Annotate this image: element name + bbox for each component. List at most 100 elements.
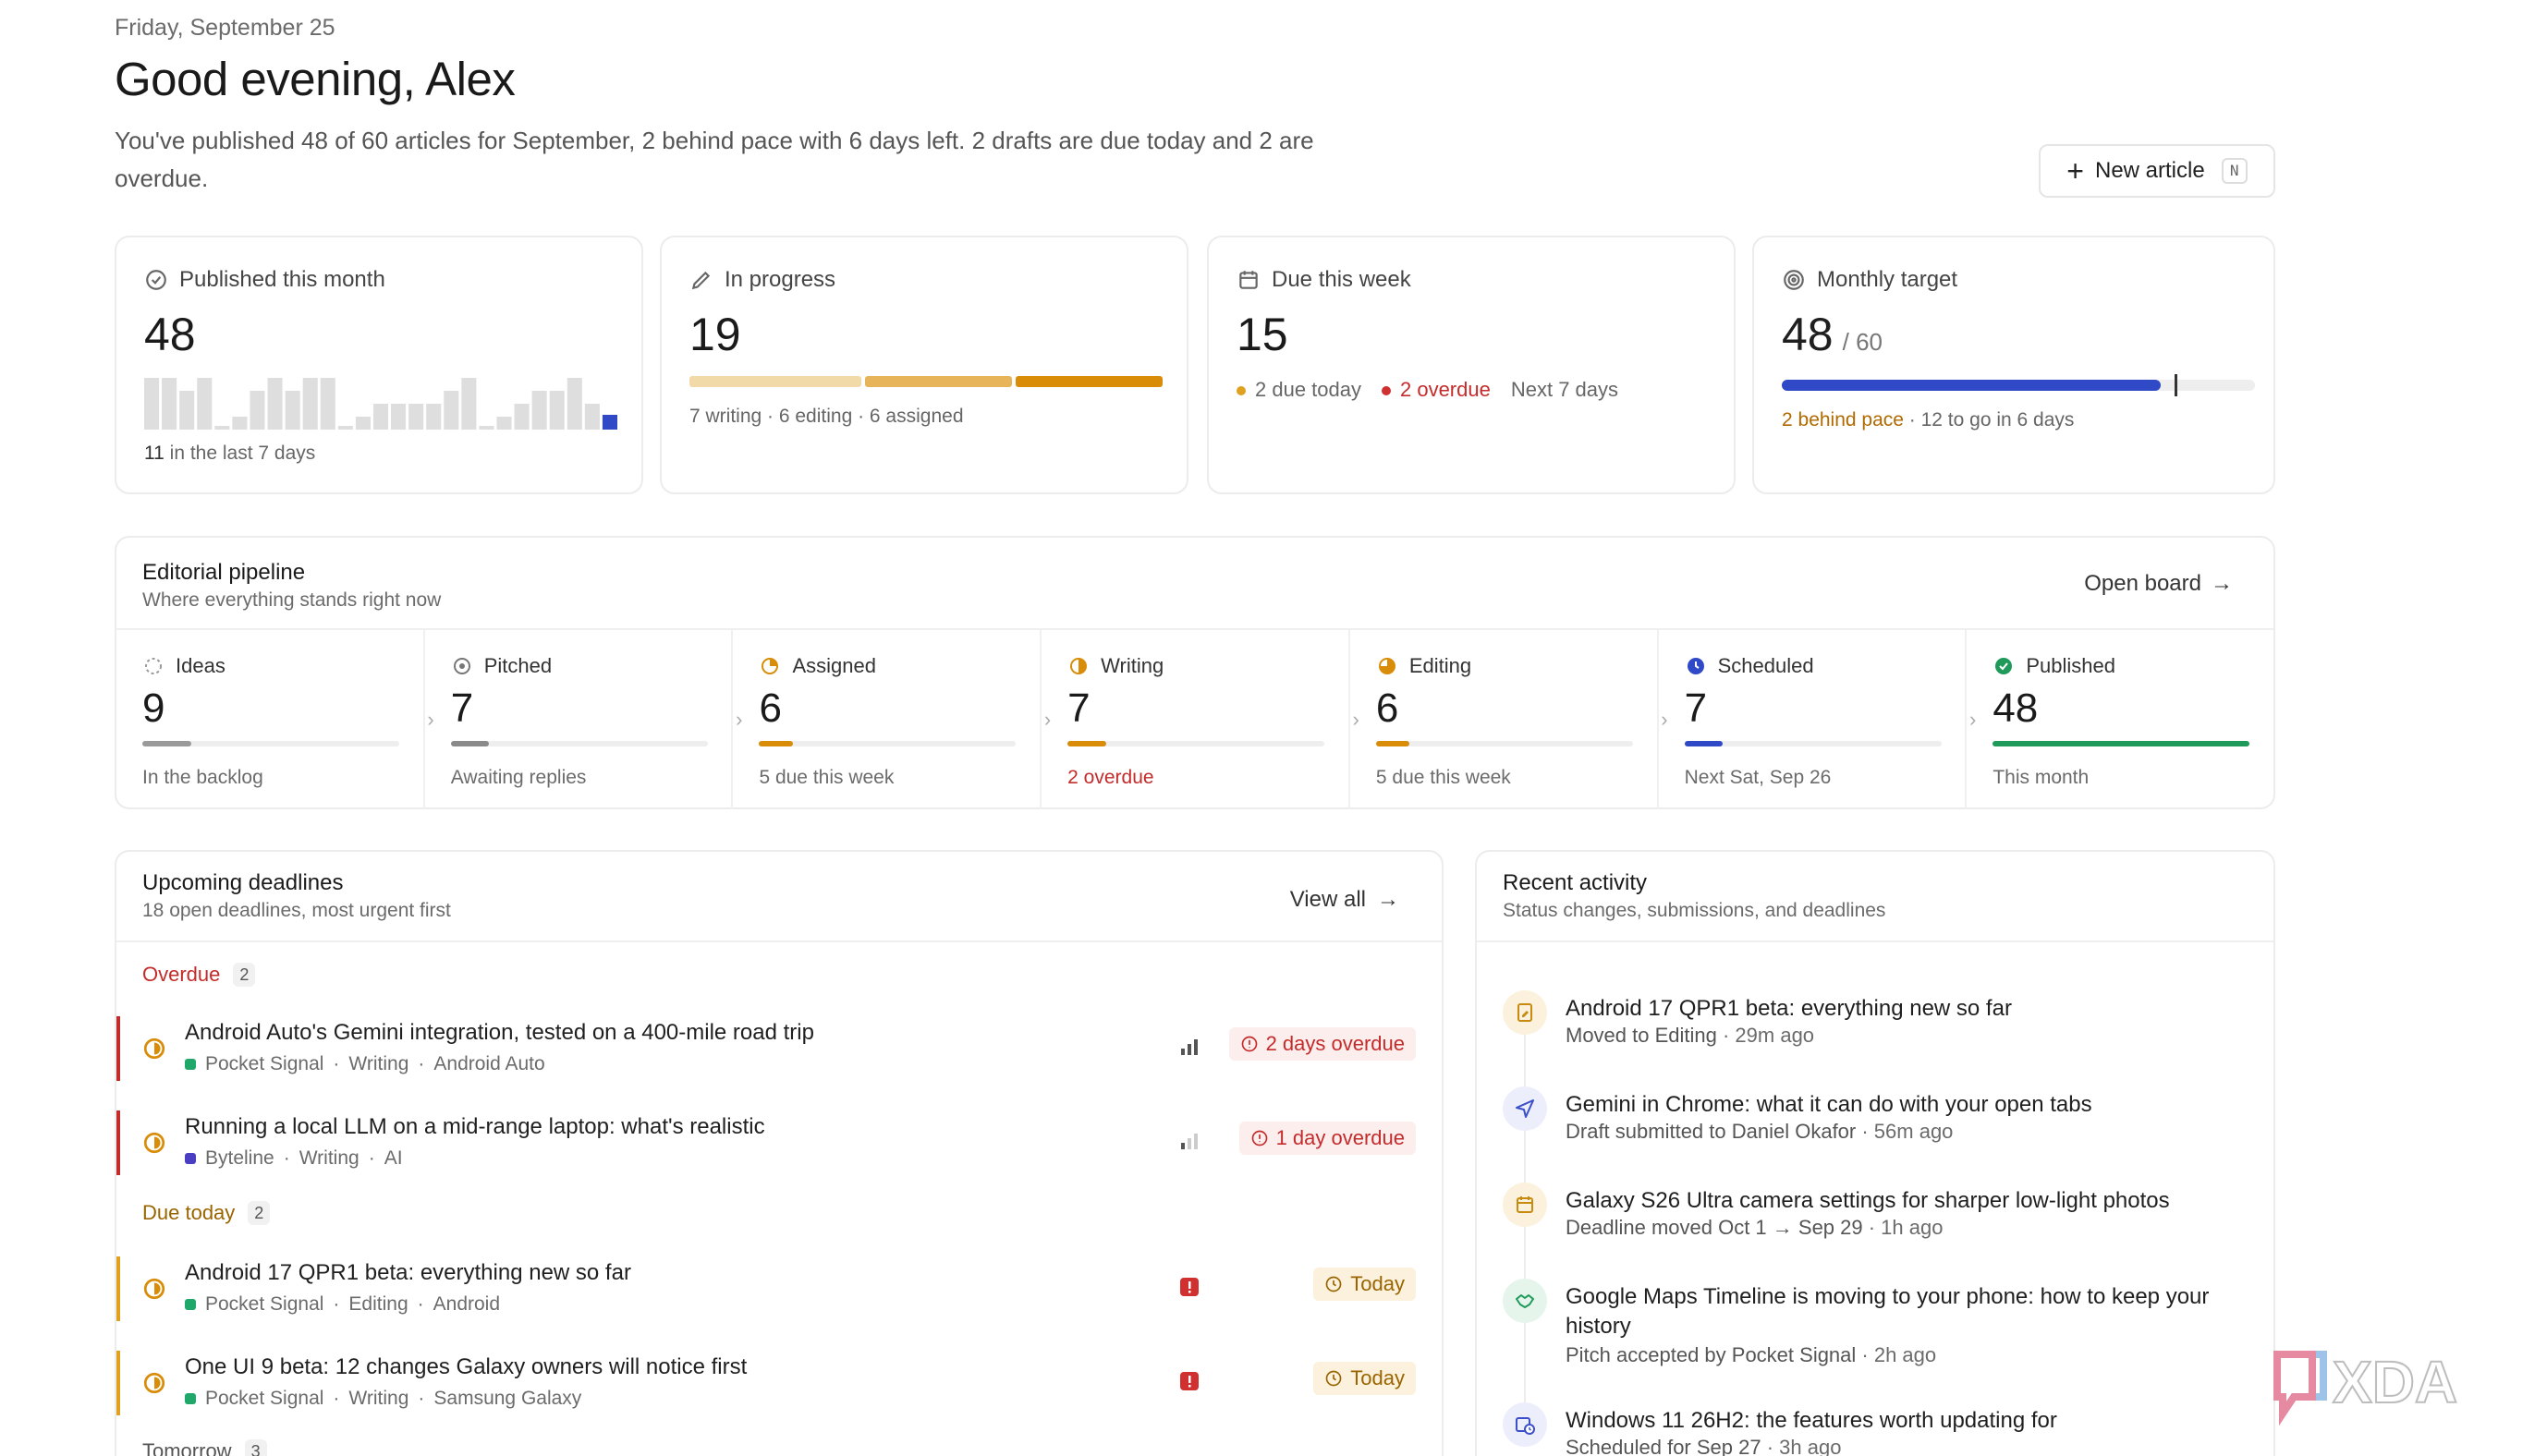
open-board-label: Open board [2084,571,2201,596]
sparkline-bar [232,417,248,430]
card-title: Published this month [179,267,385,292]
published-sparkline [144,378,617,430]
badge-text: Today [1350,1272,1405,1295]
publication-color [185,1393,196,1404]
stage-bar-fill [142,741,191,746]
pipeline-subtitle: Where everything stands right now [142,589,442,611]
publication-color [185,1299,196,1310]
row-accent [116,1351,120,1415]
stage: Writing [348,1053,409,1074]
deadline-row[interactable]: One UI 9 beta: 12 changes Galaxy owners … [116,1351,1442,1415]
row-accent [116,1110,120,1175]
tag: Android Auto [433,1053,545,1074]
stage-note: 2 overdue [1067,767,1154,788]
deadline-row[interactable]: Android 17 QPR1 beta: everything new so … [116,1256,1442,1321]
sparkline-bar [549,391,565,430]
priority-low-icon [1181,1134,1198,1149]
stage-count: 7 [450,686,474,731]
published-card[interactable]: Published this month 48 11 in the last 7… [115,236,643,494]
activity-time: · 29m ago [1716,1024,1815,1047]
activity-title: Recent activity [1503,870,1648,895]
card-title: Monthly target [1817,267,1958,292]
divider [116,940,1442,942]
deadline-row[interactable]: Android Auto's Gemini integration, teste… [116,1016,1442,1081]
stage-bar-fill [1067,741,1106,746]
status-icon [143,1132,165,1154]
behind-pace: 2 behind pace [1782,409,1904,431]
priority-high-icon [1181,1039,1198,1055]
group-label: Due today [142,1201,236,1224]
calendar-clock-icon [1503,1402,1547,1447]
editorial-pipeline: Editorial pipeline Where everything stan… [115,536,2275,809]
overdue-dot [1381,386,1391,396]
tag: AI [384,1147,403,1169]
deadline-row[interactable]: Running a local LLM on a mid-range lapto… [116,1110,1442,1175]
in-progress-card[interactable]: In progress 19 7 writing · 6 editing · 6… [660,236,1188,494]
deadline-title: Android 17 QPR1 beta: everything new so … [185,1260,631,1285]
pipeline-title: Editorial pipeline [142,560,306,585]
activity-time: · 56m ago [1856,1120,1954,1143]
activity-subtitle: Status changes, submissions, and deadlin… [1503,900,1886,921]
due-today-indicator: 2 due today [1237,378,1361,402]
publication: Pocket Signal [205,1293,324,1315]
row-accent [116,1256,120,1321]
current-date: Friday, September 25 [115,15,335,41]
send-icon [1503,1086,1547,1131]
stage-name: Editing [1408,654,1472,677]
sparkline-bar [479,426,494,430]
stage-scheduled[interactable]: Scheduled 7 Next Sat, Sep 26 › [1659,630,1977,809]
alert-circle-icon [1251,1130,1267,1147]
clock-icon [1325,1276,1342,1292]
status-icon [143,1037,165,1060]
pace-marker [2174,374,2177,396]
stage-status-icon [1070,658,1088,674]
tag: Android [433,1293,501,1315]
status-icon [143,1372,165,1394]
stage-writing[interactable]: Writing 7 2 overdue › [1042,630,1359,809]
view-all-link[interactable]: View all → [1290,887,1399,913]
range-label: Next 7 days [1510,378,1619,401]
segment-writing [689,376,861,387]
open-board-link[interactable]: Open board → [2084,571,2233,597]
tag: Samsung Galaxy [433,1388,582,1409]
watermark-text: XDA [2333,1349,2457,1415]
stage-editing[interactable]: Editing 6 5 due this week › [1350,630,1668,809]
stage-pitched[interactable]: Pitched 7 Awaiting replies › [425,630,743,809]
activity-time: · 3h ago [1761,1436,1842,1456]
deadline-title: Running a local LLM on a mid-range lapto… [185,1114,765,1139]
pipeline-stages: Ideas 9 In the backlog › Pitched 7 Awaiting re… [116,630,2273,809]
target-card[interactable]: Monthly target 48 / 60 2 behind pace · 1… [1752,236,2275,494]
stage-ideas[interactable]: Ideas 9 In the backlog › [116,630,434,809]
sparkline-bar [391,404,407,430]
deadlines-title: Upcoming deadlines [142,870,344,895]
stage-name: Published [2026,654,2115,677]
in-progress-bar [689,376,1163,387]
new-article-button[interactable]: + New article N [2039,144,2275,198]
overdue-indicator: 2 overdue [1381,378,1491,402]
stage-name: Assigned [792,654,876,677]
publication: Pocket Signal [205,1053,324,1074]
activity-action: Deadline moved Oct 1 → Sep 29 [1566,1216,1863,1239]
sparkline-bar [514,404,530,430]
card-title: Due this week [1272,267,1411,292]
stage-status-icon [1378,658,1395,674]
status-icon [143,1278,165,1300]
stage-assigned[interactable]: Assigned 6 5 due this week › [733,630,1052,809]
chevron-right-icon: › [1043,708,1052,732]
activity-time: · 1h ago [1862,1216,1944,1239]
stage-status-icon [1687,658,1704,674]
sparkline-bar [531,391,547,430]
stage: Writing [299,1147,360,1169]
stage-name: Scheduled [1717,654,1814,677]
due-week-card[interactable]: Due this week 15 2 due today 2 overdue N… [1207,236,1736,494]
recent-count: 11 [144,443,165,464]
chevron-right-icon: › [427,708,434,732]
publication: Pocket Signal [205,1388,324,1409]
deadline-title: One UI 9 beta: 12 changes Galaxy owners … [185,1354,748,1379]
activity-action: Pitch accepted by Pocket Signal [1566,1343,1857,1366]
sparkline-bar [496,417,512,430]
publication: Byteline [205,1147,274,1169]
stage-published[interactable]: Published 48 This month [1967,630,2273,809]
deadline-badge: 2 days overdue [1228,1027,1416,1061]
stage-count: 6 [759,686,782,731]
